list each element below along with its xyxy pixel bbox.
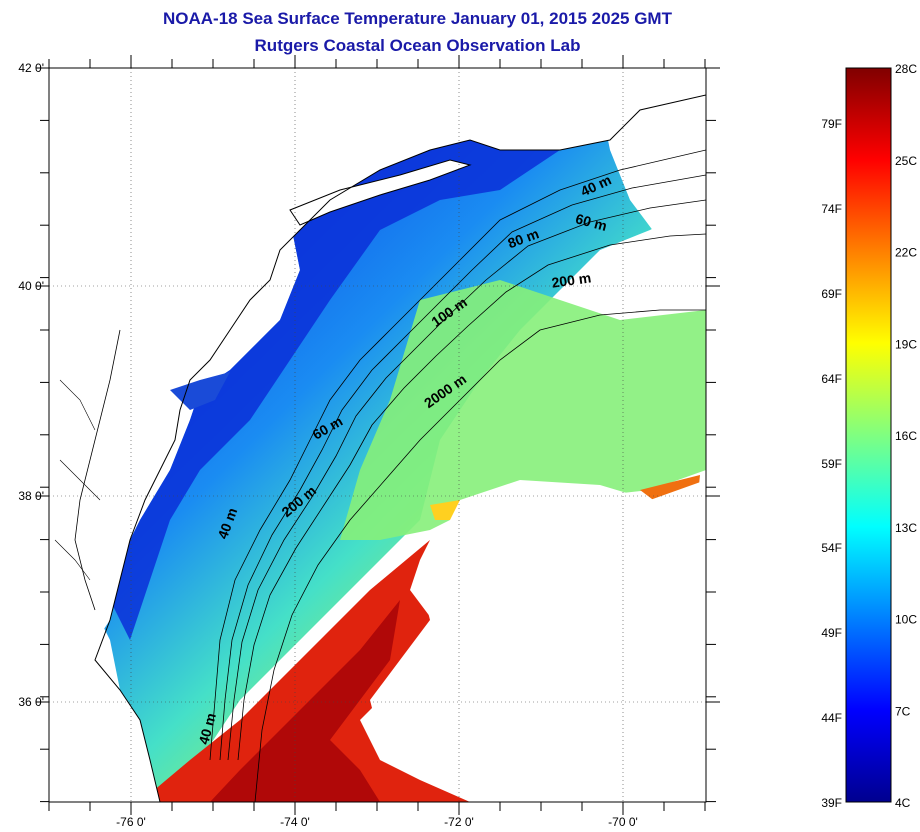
colorbar-celsius-label: 19C <box>895 337 917 351</box>
colorbar-fahrenheit-label: 64F <box>821 372 842 386</box>
cloud-gap-2 <box>600 90 706 240</box>
map-gridlines <box>49 68 706 802</box>
contour-label: 200 m <box>551 269 593 290</box>
contour-label: 40 m <box>195 711 219 746</box>
cloud-gap <box>370 480 706 802</box>
colorbar-fahrenheit-label: 74F <box>821 202 842 216</box>
sst-gulf-stream-core <box>210 600 400 802</box>
colorbar-fahrenheit-label: 59F <box>821 457 842 471</box>
lat-labels: 42 0' 40 0' 38 0' 36 0' <box>18 61 44 709</box>
map-subtitle: Rutgers Coastal Ocean Observation Lab <box>254 36 581 55</box>
lon-label: -72 0' <box>444 815 474 829</box>
colorbar <box>845 67 892 803</box>
contour-2000m-line <box>254 309 706 802</box>
colorbar-fahrenheit-label: 69F <box>821 287 842 301</box>
chesapeake-coast <box>74 329 121 611</box>
long-island-coast <box>289 159 472 226</box>
colorbar-labels: 79F 74F 69F 64F 59F 54F 49F 44F 39F 28C 25C 22C 19C 1… <box>821 62 917 810</box>
land-long-island <box>290 160 470 225</box>
lon-labels: -76 0' -74 0' -72 0' -70 0' <box>116 815 638 829</box>
sst-slope-green <box>340 280 706 540</box>
contour-80m-line <box>227 199 706 761</box>
colorbar-celsius-label: 22C <box>895 246 917 260</box>
colorbar-celsius-label: 16C <box>895 429 917 443</box>
sst-gulf-stream <box>140 540 470 802</box>
contour-label: 60 m <box>574 210 609 234</box>
colorbar-fahrenheit-label: 54F <box>821 541 842 555</box>
lon-label: -70 0' <box>608 815 638 829</box>
lat-label: 42 0' <box>18 61 44 75</box>
land-new-england <box>49 68 706 650</box>
bathymetry-contours <box>209 149 706 802</box>
coastline <box>94 94 706 802</box>
colorbar-fahrenheit-label: 39F <box>821 796 842 810</box>
lat-label: 40 0' <box>18 279 44 293</box>
colorbar-fahrenheit-label: 79F <box>821 117 842 131</box>
land-lower-coast <box>49 640 160 802</box>
colorbar-celsius-label: 28C <box>895 62 917 76</box>
lon-label: -74 0' <box>280 815 310 829</box>
map-ticks <box>36 55 720 815</box>
colorbar-celsius-label: 4C <box>895 796 911 810</box>
colorbar-celsius-label: 7C <box>895 704 911 718</box>
delaware-bay <box>170 372 230 410</box>
contour-60m-line <box>219 174 706 761</box>
lat-label: 38 0' <box>18 489 44 503</box>
colorbar-fahrenheit-label: 44F <box>821 711 842 725</box>
lon-label: -76 0' <box>116 815 146 829</box>
lat-label: 36 0' <box>18 695 44 709</box>
colorbar-fahrenheit-label: 49F <box>821 626 842 640</box>
contour-40m-line <box>209 149 706 761</box>
map-title: NOAA-18 Sea Surface Temperature January … <box>163 9 672 28</box>
colorbar-celsius-label: 13C <box>895 521 917 535</box>
colorbar-celsius-label: 25C <box>895 154 917 168</box>
colorbar-celsius-label: 10C <box>895 613 917 627</box>
inland-rivers <box>54 379 101 581</box>
contour-200m-line <box>237 233 706 761</box>
